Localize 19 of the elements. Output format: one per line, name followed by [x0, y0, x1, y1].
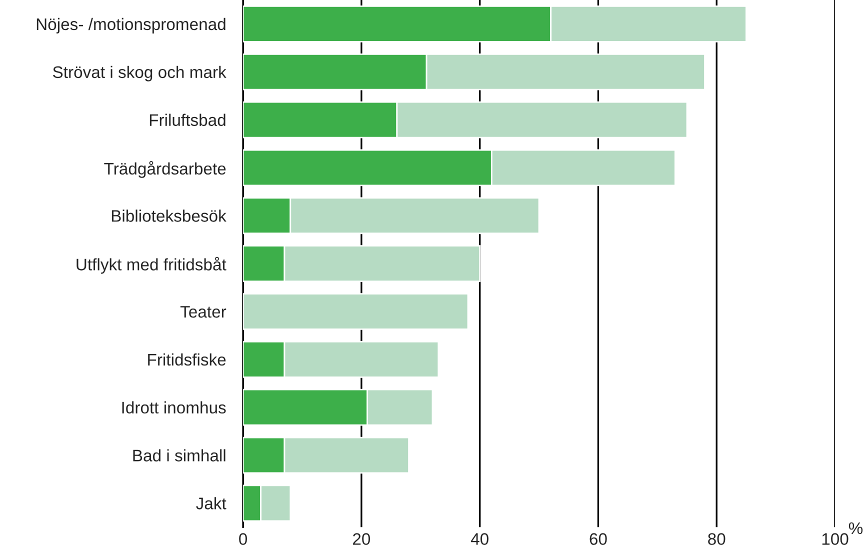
y-tick-label: Trädgårdsarbete — [104, 161, 226, 178]
x-tick-label: 100 — [822, 533, 848, 545]
x-tick-label: 80 — [708, 533, 726, 545]
bar — [243, 293, 469, 330]
x-tick-label: 40 — [470, 533, 488, 545]
y-tick-label: Biblioteksbesök — [112, 210, 226, 222]
y-tick-label: Friluftsbad — [150, 114, 226, 126]
y-tick-label: Jakt — [196, 497, 226, 510]
y-tick-label: Teater — [180, 306, 226, 318]
y-tick-label: Fritidsfiske — [148, 353, 226, 366]
y-tick-label: Utflykt med fritidsbåt — [76, 256, 226, 274]
y-tick-label: Bad i simhall — [133, 449, 226, 462]
x-tick-label: 60 — [590, 533, 607, 545]
y-tick-label: Idrott inomhus — [122, 401, 226, 414]
y-tick-label: Strövat i skog och mark — [53, 66, 226, 82]
x-tick-label: 20 — [353, 533, 370, 545]
x-axis-title: % — [848, 522, 863, 534]
y-tick-label: Nöjes- /motionspromenad — [36, 18, 226, 34]
x-tick-label: 0 — [239, 533, 248, 545]
